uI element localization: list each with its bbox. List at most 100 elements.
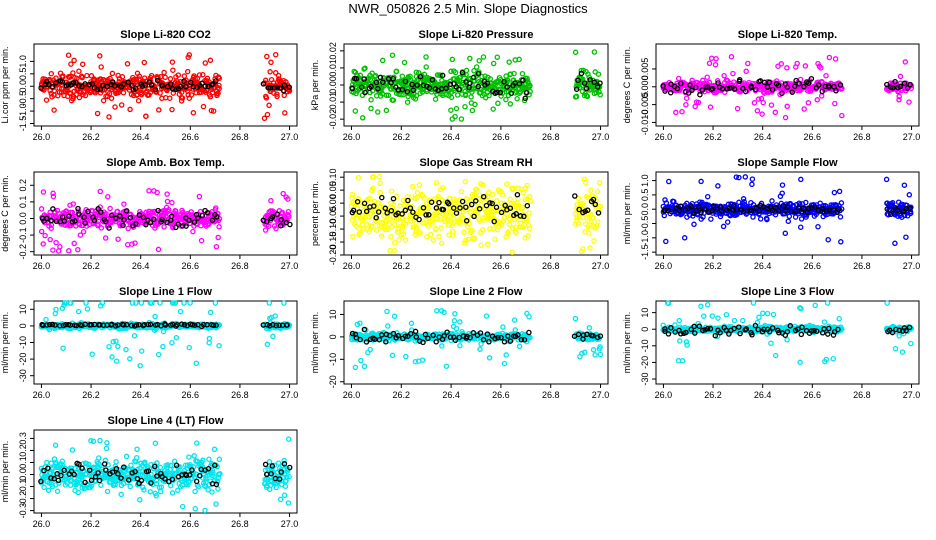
data-point bbox=[892, 345, 899, 352]
selected-data-point bbox=[493, 204, 500, 211]
data-point bbox=[462, 207, 468, 213]
data-point bbox=[43, 316, 49, 323]
data-point bbox=[155, 351, 162, 358]
data-point bbox=[191, 73, 197, 79]
data-point bbox=[476, 57, 482, 64]
data-point bbox=[707, 104, 714, 110]
data-point bbox=[423, 64, 429, 70]
selected-data-point bbox=[834, 209, 840, 216]
selected-data-point bbox=[152, 86, 159, 93]
selected-data-point bbox=[108, 212, 115, 219]
selected-data-point bbox=[696, 204, 702, 210]
selected-data-point bbox=[452, 337, 459, 344]
data-point bbox=[587, 245, 593, 251]
data-point bbox=[63, 208, 69, 214]
y-axis-label: Li.cor ppm per min. bbox=[0, 46, 10, 123]
data-point bbox=[527, 334, 533, 341]
selected-data-point bbox=[417, 74, 424, 80]
data-point bbox=[749, 181, 755, 188]
data-point bbox=[750, 300, 757, 306]
selected-data-point bbox=[402, 207, 409, 214]
data-point bbox=[506, 59, 512, 65]
plot-frame bbox=[655, 171, 920, 256]
selected-data-point bbox=[287, 221, 293, 228]
data-point bbox=[448, 94, 455, 101]
data-point bbox=[213, 243, 220, 250]
data-point bbox=[206, 335, 213, 342]
selected-data-point bbox=[181, 322, 188, 328]
selected-data-point bbox=[42, 81, 49, 88]
selected-data-point bbox=[390, 330, 397, 337]
data-point bbox=[80, 229, 87, 235]
selected-data-point bbox=[53, 80, 59, 86]
selected-data-point bbox=[764, 84, 771, 90]
selected-data-point bbox=[835, 206, 842, 213]
data-point bbox=[369, 222, 375, 229]
data-point bbox=[423, 54, 429, 60]
data-point bbox=[445, 222, 452, 228]
selected-data-point bbox=[809, 205, 815, 211]
data-point bbox=[75, 308, 82, 315]
selected-data-point bbox=[94, 86, 101, 93]
data-point bbox=[413, 225, 420, 231]
data-point bbox=[198, 237, 205, 244]
selected-data-point bbox=[784, 84, 791, 91]
data-point bbox=[778, 61, 785, 67]
data-point bbox=[389, 352, 396, 359]
selected-data-point bbox=[521, 337, 528, 343]
data-point bbox=[106, 343, 112, 350]
data-point bbox=[89, 351, 95, 357]
data-point bbox=[884, 300, 890, 306]
data-point bbox=[478, 86, 484, 93]
x-tick-label: 26.2 bbox=[393, 132, 411, 142]
data-point bbox=[595, 218, 601, 225]
data-point bbox=[480, 54, 487, 60]
data-point bbox=[526, 210, 532, 216]
selected-data-point bbox=[523, 89, 530, 96]
data-point bbox=[483, 313, 490, 319]
data-point bbox=[124, 241, 131, 248]
data-point bbox=[903, 234, 909, 240]
selected-data-point bbox=[263, 218, 270, 225]
data-point bbox=[136, 76, 142, 82]
data-point bbox=[274, 93, 280, 100]
data-point bbox=[708, 216, 714, 222]
y-tick-label: 0.0 bbox=[640, 203, 650, 216]
selected-data-point bbox=[274, 211, 281, 217]
data-point bbox=[462, 103, 468, 110]
selected-data-point bbox=[106, 225, 112, 231]
plot-frame bbox=[343, 171, 609, 256]
selected-data-point bbox=[214, 214, 220, 220]
data-point bbox=[120, 89, 127, 96]
data-point bbox=[734, 105, 741, 112]
plot-frame bbox=[655, 43, 920, 127]
data-point bbox=[359, 221, 365, 228]
data-point bbox=[760, 310, 766, 316]
data-point bbox=[377, 180, 383, 187]
data-point bbox=[207, 94, 214, 100]
selected-data-point bbox=[284, 322, 290, 328]
data-point bbox=[99, 300, 106, 306]
data-point bbox=[350, 233, 356, 240]
data-point bbox=[907, 210, 914, 216]
data-point bbox=[750, 214, 756, 220]
data-point bbox=[103, 210, 109, 217]
data-point bbox=[453, 105, 460, 112]
selected-data-point bbox=[514, 191, 521, 198]
data-point bbox=[439, 343, 445, 349]
data-point bbox=[679, 358, 686, 364]
data-point bbox=[131, 332, 138, 339]
selected-data-point bbox=[388, 80, 394, 86]
selected-data-point bbox=[148, 82, 155, 88]
data-point bbox=[167, 76, 174, 82]
data-point bbox=[837, 214, 844, 220]
y-tick-label: 1.0 bbox=[18, 55, 28, 68]
data-point bbox=[387, 216, 393, 222]
data-point bbox=[106, 90, 113, 97]
data-point bbox=[200, 71, 206, 78]
data-point bbox=[146, 188, 152, 194]
selected-data-point bbox=[766, 79, 773, 86]
selected-data-point bbox=[183, 223, 189, 229]
selected-data-point bbox=[154, 77, 161, 84]
